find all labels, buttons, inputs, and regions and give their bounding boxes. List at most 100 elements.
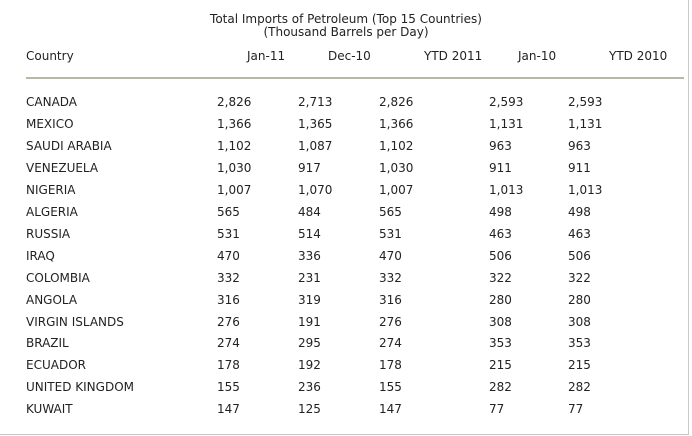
cell-jan-10: 215 xyxy=(489,358,512,373)
table-row: VIRGIN ISLANDS 276 191 276 308 308 xyxy=(0,315,692,337)
cell-dec-10: 295 xyxy=(298,336,321,351)
cell-jan-10: 2,593 xyxy=(489,95,524,109)
cell-country: CANADA xyxy=(26,95,78,109)
cell-jan-10: 322 xyxy=(489,270,512,285)
cell-jan-10: 280 xyxy=(489,292,512,307)
cell-jan-10: 77 xyxy=(489,402,505,417)
cell-jan-10: 506 xyxy=(489,248,512,263)
cell-ytd-2011: 316 xyxy=(379,292,402,307)
cell-ytd-2010: 215 xyxy=(568,358,591,373)
cell-ytd-2010: 353 xyxy=(568,336,591,351)
table-row: IRAQ 470 336 470 506 506 xyxy=(0,249,692,271)
cell-dec-10: 336 xyxy=(298,248,321,263)
cell-jan-10: 1,131 xyxy=(489,116,524,131)
cell-ytd-2010: 308 xyxy=(568,314,591,329)
cell-jan-11: 178 xyxy=(217,358,240,373)
cell-country: COLOMBIA xyxy=(26,270,90,285)
cell-jan-10: 498 xyxy=(489,204,512,219)
cell-ytd-2011: 1,030 xyxy=(379,160,414,175)
table-row: NIGERIA 1,007 1,070 1,007 1,013 1,013 xyxy=(0,183,692,205)
cell-country: RUSSIA xyxy=(26,226,71,241)
cell-jan-11: 1,102 xyxy=(217,138,252,153)
cell-jan-11: 274 xyxy=(217,336,240,351)
cell-jan-10: 282 xyxy=(489,380,512,395)
cell-country: BRAZIL xyxy=(26,336,69,351)
cell-jan-11: 276 xyxy=(217,314,240,329)
cell-jan-11: 316 xyxy=(217,292,240,307)
cell-country: IRAQ xyxy=(26,248,55,263)
cell-dec-10: 1,087 xyxy=(298,138,333,153)
cell-dec-10: 1,365 xyxy=(298,116,333,131)
table-row: ANGOLA 316 319 316 280 280 xyxy=(0,293,692,315)
cell-ytd-2011: 531 xyxy=(379,226,402,241)
cell-jan-10: 308 xyxy=(489,314,512,329)
cell-dec-10: 231 xyxy=(298,270,321,285)
column-header-dec-10: Dec-10 xyxy=(328,49,371,63)
cell-dec-10: 917 xyxy=(298,160,321,175)
cell-country: ALGERIA xyxy=(26,204,78,219)
cell-ytd-2011: 470 xyxy=(379,248,402,263)
table-row: ALGERIA 565 484 565 498 498 xyxy=(0,205,692,227)
cell-ytd-2010: 463 xyxy=(568,226,591,241)
cell-ytd-2010: 1,131 xyxy=(568,116,603,131)
cell-jan-11: 332 xyxy=(217,270,240,285)
cell-jan-11: 565 xyxy=(217,204,240,219)
cell-dec-10: 236 xyxy=(298,380,321,395)
cell-jan-10: 911 xyxy=(489,160,512,175)
column-header-jan-10: Jan-10 xyxy=(518,49,557,63)
cell-jan-11: 1,366 xyxy=(217,116,252,131)
cell-jan-11: 531 xyxy=(217,226,240,241)
cell-ytd-2011: 1,007 xyxy=(379,182,414,197)
cell-ytd-2010: 1,013 xyxy=(568,182,603,197)
cell-ytd-2010: 911 xyxy=(568,160,591,175)
cell-country: VENEZUELA xyxy=(26,160,99,175)
cell-ytd-2011: 1,366 xyxy=(379,116,414,131)
table-row: KUWAIT 147 125 147 77 77 xyxy=(0,402,692,424)
cell-ytd-2011: 276 xyxy=(379,314,402,329)
cell-country: VIRGIN ISLANDS xyxy=(26,314,124,329)
cell-dec-10: 1,070 xyxy=(298,182,333,197)
cell-country: NIGERIA xyxy=(26,182,76,197)
cell-ytd-2011: 565 xyxy=(379,204,402,219)
cell-ytd-2010: 280 xyxy=(568,292,591,307)
table-row: ECUADOR 178 192 178 215 215 xyxy=(0,358,692,380)
cell-dec-10: 514 xyxy=(298,226,321,241)
cell-ytd-2011: 178 xyxy=(379,358,402,373)
column-header-ytd-2011: YTD 2011 xyxy=(424,49,483,63)
cell-jan-10: 463 xyxy=(489,226,512,241)
cell-ytd-2010: 322 xyxy=(568,270,591,285)
cell-ytd-2010: 963 xyxy=(568,138,591,153)
table-row: SAUDI ARABIA 1,102 1,087 1,102 963 963 xyxy=(0,139,692,161)
table-subtitle: (Thousand Barrels per Day) xyxy=(263,25,429,39)
column-header-country: Country xyxy=(26,49,74,63)
table-row: VENEZUELA 1,030 917 1,030 911 911 xyxy=(0,161,692,183)
cell-dec-10: 319 xyxy=(298,292,321,307)
table-row: MEXICO 1,366 1,365 1,366 1,131 1,131 xyxy=(0,117,692,139)
cell-ytd-2011: 2,826 xyxy=(379,95,414,109)
cell-ytd-2011: 332 xyxy=(379,270,402,285)
table-row: UNITED KINGDOM 155 236 155 282 282 xyxy=(0,380,692,402)
cell-ytd-2011: 147 xyxy=(379,402,402,417)
cell-ytd-2011: 1,102 xyxy=(379,138,414,153)
cell-country: KUWAIT xyxy=(26,402,73,417)
cell-jan-10: 353 xyxy=(489,336,512,351)
column-header-ytd-2010: YTD 2010 xyxy=(609,49,668,63)
table-title: Total Imports of Petroleum (Top 15 Count… xyxy=(210,12,482,26)
cell-ytd-2010: 2,593 xyxy=(568,95,603,109)
cell-country: ECUADOR xyxy=(26,358,86,373)
table-row: CANADA 2,826 2,713 2,826 2,593 2,593 xyxy=(0,95,692,117)
cell-jan-11: 147 xyxy=(217,402,240,417)
table-row: BRAZIL 274 295 274 353 353 xyxy=(0,336,692,358)
cell-ytd-2010: 282 xyxy=(568,380,591,395)
cell-ytd-2011: 155 xyxy=(379,380,402,395)
cell-jan-11: 1,030 xyxy=(217,160,252,175)
cell-ytd-2011: 274 xyxy=(379,336,402,351)
cell-jan-10: 963 xyxy=(489,138,512,153)
cell-country: UNITED KINGDOM xyxy=(26,380,134,395)
cell-jan-11: 155 xyxy=(217,380,240,395)
table-row: COLOMBIA 332 231 332 322 322 xyxy=(0,271,692,293)
cell-dec-10: 192 xyxy=(298,358,321,373)
cell-dec-10: 191 xyxy=(298,314,321,329)
cell-ytd-2010: 77 xyxy=(568,402,584,417)
